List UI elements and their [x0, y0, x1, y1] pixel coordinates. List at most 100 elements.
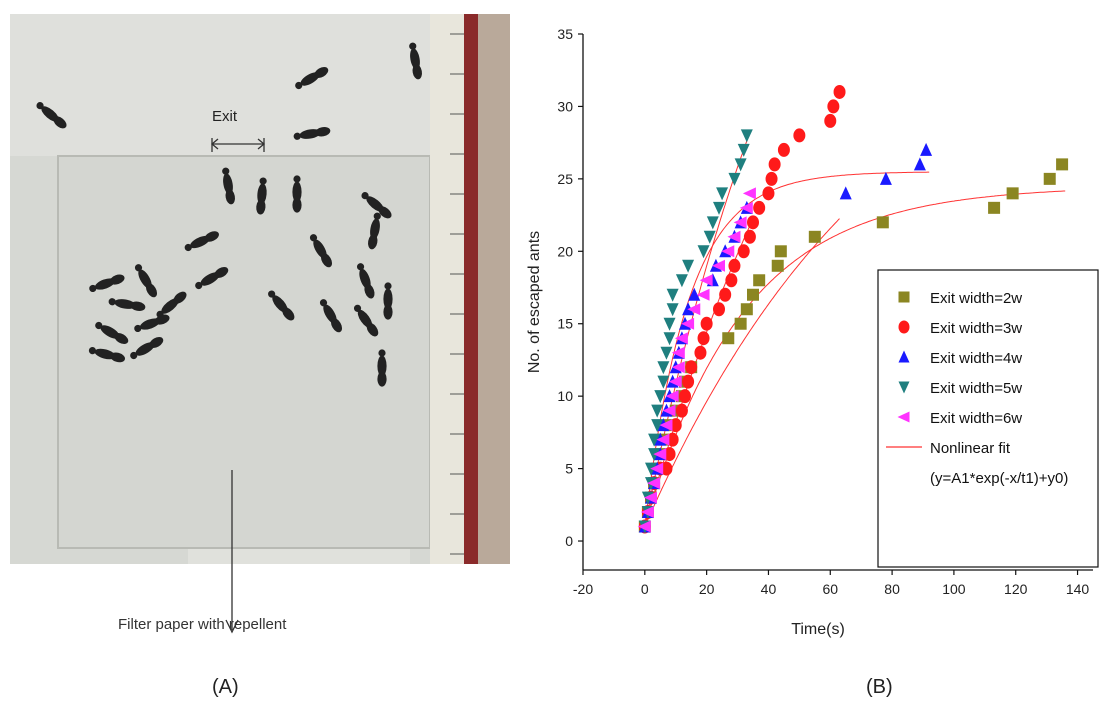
x-tick-label: 140 [1066, 581, 1090, 597]
legend-box [877, 269, 1099, 568]
data-point [824, 113, 837, 128]
legend-marker [898, 381, 910, 394]
data-point [747, 288, 759, 301]
data-point [688, 287, 701, 301]
experiment-photo: Exit [10, 14, 510, 564]
data-point [742, 187, 756, 200]
data-point [675, 403, 688, 418]
data-point [753, 200, 766, 215]
data-point [988, 201, 1001, 214]
legend-marker [898, 291, 910, 303]
data-point [648, 433, 661, 447]
data-point [653, 448, 667, 461]
data-point [697, 245, 710, 259]
fit-curve-2w [644, 190, 1066, 527]
x-tick-label: -20 [573, 581, 593, 597]
x-axis-title: Time(s) [791, 621, 845, 638]
caption-panel-a: (A) [212, 676, 239, 698]
data-point [839, 186, 852, 200]
data-point [913, 157, 926, 171]
filter-arrow [225, 470, 239, 634]
data-point [674, 332, 688, 345]
data-point [650, 462, 664, 475]
escape-chart: 0 5 10 15 20 25 30 35 -20 0 20 40 60 80 100 120 140 Time(… [526, 26, 1099, 638]
data-point [660, 461, 673, 476]
data-point [1043, 172, 1056, 185]
y-tick-label: 0 [565, 533, 573, 549]
data-point [663, 317, 676, 331]
data-point [666, 288, 679, 302]
data-point [734, 158, 747, 172]
x-tick-label: 60 [822, 581, 838, 597]
data-point [721, 245, 735, 258]
x-tick-label: 120 [1004, 581, 1028, 597]
data-point [663, 332, 676, 346]
data-point [666, 303, 679, 317]
data-point [734, 317, 747, 330]
chart-axes: 0 5 10 15 20 25 30 35 -20 0 20 40 60 80 100 120 140 Time(… [526, 26, 1093, 638]
legend-label: Exit width=4w [930, 350, 1022, 367]
data-point [699, 274, 713, 287]
data-point [659, 419, 673, 432]
data-point [660, 346, 673, 360]
data-point [793, 128, 806, 143]
y-tick-label: 5 [565, 461, 573, 477]
data-point [765, 171, 778, 186]
data-point [662, 404, 676, 417]
data-point [727, 230, 741, 243]
data-point [722, 332, 735, 345]
data-point [671, 346, 685, 359]
data-point [706, 216, 719, 230]
data-point [733, 216, 747, 229]
data-point [666, 432, 679, 447]
legend-fit-equation: (y=A1*exp(-x/t1)+y0) [930, 470, 1068, 487]
series-6w [637, 187, 756, 533]
y-axis-title: No. of escaped ants [526, 231, 543, 373]
data-point [712, 259, 725, 272]
data-point [728, 258, 741, 273]
data-point [876, 216, 889, 229]
x-tick-label: 40 [761, 581, 777, 597]
legend-marker [897, 411, 910, 423]
data-point [651, 404, 664, 418]
y-tick-label: 20 [557, 243, 573, 259]
data-point [833, 84, 846, 99]
data-point [827, 99, 840, 114]
data-point [640, 506, 654, 519]
exit-label: Exit [212, 108, 238, 125]
data-point [644, 491, 657, 504]
caption-panel-b: (B) [866, 676, 893, 698]
photo-illustration [10, 14, 510, 564]
y-tick-label: 25 [557, 171, 573, 187]
data-point [774, 245, 787, 258]
data-point [768, 157, 781, 172]
data-point [682, 259, 695, 273]
data-point [669, 418, 682, 433]
data-point [808, 230, 821, 243]
data-point [657, 361, 670, 375]
data-point [920, 142, 933, 156]
data-point [771, 259, 784, 272]
legend-marker [898, 350, 910, 363]
data-point [777, 142, 790, 157]
data-point [737, 143, 750, 157]
data-point [719, 287, 732, 302]
y-tick-label: 15 [557, 316, 573, 332]
y-tick-label: 30 [557, 98, 573, 114]
legend-label: Exit width=2w [930, 290, 1022, 307]
data-point [665, 390, 679, 403]
data-point [879, 171, 892, 185]
data-point [687, 303, 701, 316]
data-point [694, 345, 707, 360]
data-point [1006, 187, 1019, 200]
data-point [1056, 158, 1069, 171]
data-point [740, 303, 753, 316]
data-point [647, 477, 661, 490]
data-point [725, 273, 738, 288]
data-point [645, 462, 657, 476]
data-point [637, 520, 651, 533]
data-point [713, 201, 725, 215]
fit-curve-4w [644, 171, 930, 527]
data-point [697, 331, 710, 346]
fit-curve-3w [644, 218, 840, 527]
